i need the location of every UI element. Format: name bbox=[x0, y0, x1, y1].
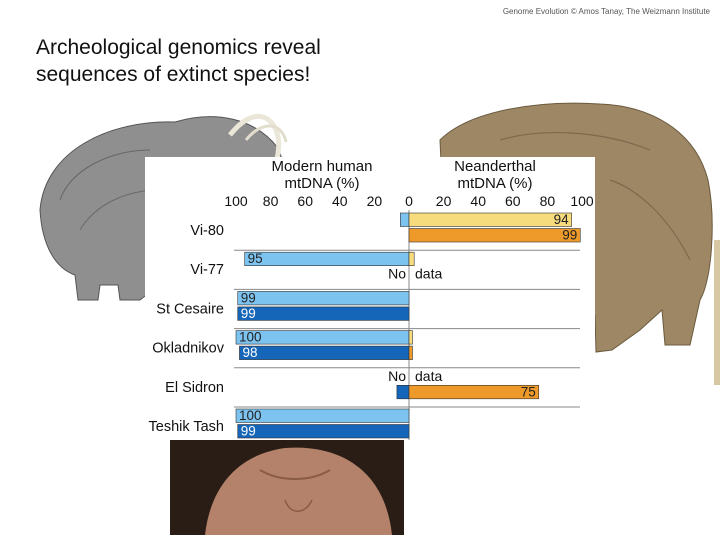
no-data-label-right: data bbox=[415, 266, 442, 282]
value-label: 99 bbox=[562, 228, 577, 243]
right-tick-label: 40 bbox=[470, 193, 486, 209]
modern-bar bbox=[237, 306, 410, 321]
category-label: Vi-80 bbox=[190, 223, 224, 239]
value-label: 99 bbox=[241, 424, 256, 439]
category-label: Okladnikov bbox=[152, 341, 224, 357]
no-data-label-right: data bbox=[415, 368, 442, 384]
left-tick-label: 100 bbox=[224, 193, 248, 209]
neanderthal-bar bbox=[408, 330, 413, 345]
value-label: 100 bbox=[239, 330, 262, 345]
title-line-2: sequences of extinct species! bbox=[36, 63, 311, 86]
value-label: 99 bbox=[241, 306, 256, 321]
slide-title: Archeological genomics reveal sequences … bbox=[36, 34, 396, 88]
modern-bar bbox=[237, 291, 410, 306]
value-label: 75 bbox=[521, 384, 536, 399]
modern-bar bbox=[235, 330, 410, 345]
right-tick-label: 80 bbox=[540, 193, 556, 209]
left-axis-title-line: Modern human bbox=[272, 158, 373, 175]
no-data-label-left: No bbox=[388, 368, 406, 384]
value-label: 98 bbox=[242, 345, 257, 360]
title-line-1: Archeological genomics reveal bbox=[36, 36, 321, 59]
neanderthal-bar bbox=[408, 251, 415, 266]
value-label: 95 bbox=[248, 251, 263, 266]
value-label: 100 bbox=[239, 408, 262, 423]
left-tick-label: 40 bbox=[332, 193, 348, 209]
human-torso-photo bbox=[170, 437, 404, 535]
neanderthal-bar bbox=[408, 228, 581, 243]
right-axis-title-line: Neanderthal bbox=[454, 158, 536, 175]
value-label: 99 bbox=[241, 290, 256, 305]
category-label: El Sidron bbox=[165, 380, 224, 396]
category-label: Vi-77 bbox=[190, 262, 224, 278]
left-tick-label: 60 bbox=[297, 193, 313, 209]
left-tick-label: 80 bbox=[263, 193, 279, 209]
modern-bar bbox=[400, 212, 410, 227]
right-tick-label: 20 bbox=[436, 193, 452, 209]
neanderthal-bar bbox=[408, 212, 572, 227]
modern-bar bbox=[235, 408, 410, 423]
modern-bar bbox=[244, 251, 410, 266]
right-axis-title-line: mtDNA (%) bbox=[458, 175, 533, 192]
modern-bar bbox=[239, 345, 410, 360]
slide-header: Genome Evolution © Amos Tanay, The Weizm… bbox=[502, 7, 710, 16]
right-tick-label: 100 bbox=[570, 193, 594, 209]
category-label: St Cesaire bbox=[156, 301, 224, 317]
neanderthal-bar bbox=[408, 345, 413, 360]
neanderthal-bar bbox=[408, 384, 540, 400]
left-axis-title-line: mtDNA (%) bbox=[285, 175, 360, 192]
category-label: Teshik Tash bbox=[149, 419, 225, 435]
modern-bar bbox=[237, 424, 410, 439]
left-tick-label: 0 bbox=[405, 193, 413, 209]
modern-bar bbox=[396, 384, 410, 400]
right-tick-label: 60 bbox=[505, 193, 521, 209]
left-tick-label: 20 bbox=[367, 193, 383, 209]
value-label: 94 bbox=[554, 212, 570, 227]
no-data-label-left: No bbox=[388, 266, 406, 282]
